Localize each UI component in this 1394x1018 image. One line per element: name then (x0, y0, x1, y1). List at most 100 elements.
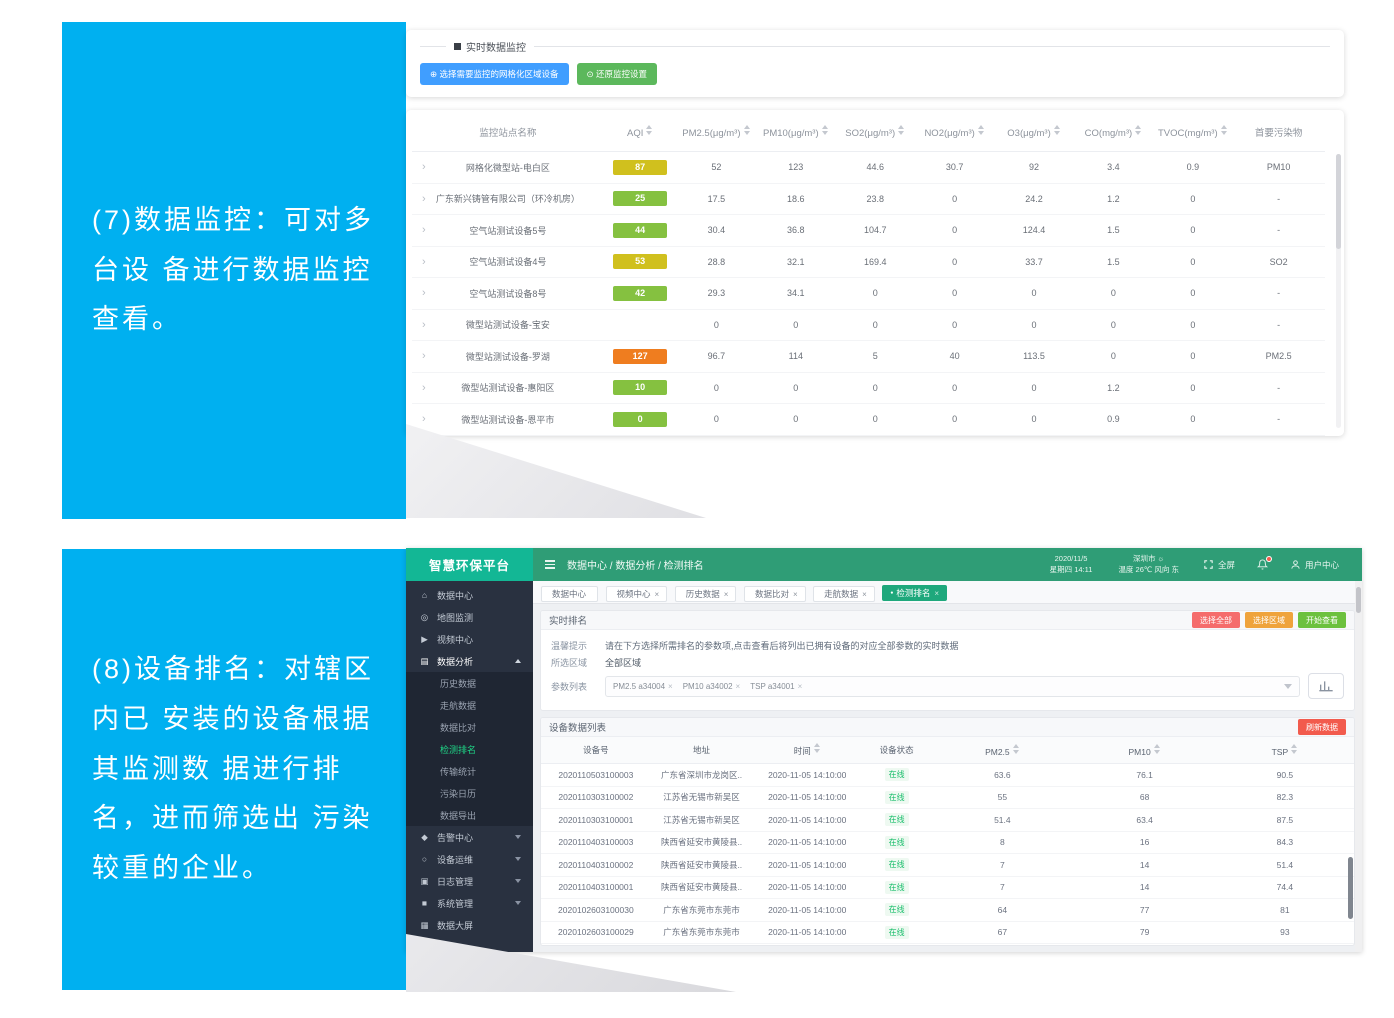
no2-value: 40 (914, 340, 995, 373)
note-8-text: (8)设备排名：对辖区内已 安装的设备根据其监测数 据进行排名，进而筛选出 污染… (92, 653, 374, 884)
pm10-value: 63.4 (1073, 808, 1216, 832)
sidebar-item[interactable]: ▣ 日志管理 (406, 870, 533, 892)
sidebar-item[interactable]: 数据导出 (406, 804, 533, 826)
sidebar-item[interactable]: ○ 设备运维 (406, 848, 533, 870)
sidebar-item[interactable]: ◆ 告警中心 (406, 826, 533, 848)
column-header-pm10[interactable]: PM10(μg/m³) (756, 112, 836, 152)
scrollbar[interactable] (1336, 154, 1341, 428)
device-time: 2020-11-05 14:10:00 (752, 808, 863, 832)
device-address: 广东省东莞市东莞市 (650, 898, 753, 922)
expand-chevron-icon[interactable]: › (422, 161, 426, 174)
sidebar-item[interactable]: ▦ 数据大屏 (406, 914, 533, 936)
tab[interactable]: 走航数据 × (813, 586, 875, 602)
close-icon[interactable]: × (862, 589, 867, 599)
no2-value: 0 (914, 214, 995, 247)
sidebar-item[interactable]: 走航数据 (406, 694, 533, 716)
column-header-no2[interactable]: NO2(μg/m³) (914, 112, 995, 152)
sort-icon (898, 125, 905, 135)
sidebar-item[interactable]: ■ 系统管理 (406, 892, 533, 914)
no2-value: 0 (914, 246, 995, 278)
sidebar-item[interactable]: ▶ 视频中心 (406, 628, 533, 650)
pm10-value: 76.1 (1073, 763, 1216, 787)
scrollbar-thumb[interactable] (1356, 587, 1361, 613)
column-header-time[interactable]: 时间 (752, 737, 863, 764)
chart-view-button[interactable] (1308, 673, 1344, 699)
fullscreen-button[interactable]: 全屏 (1203, 559, 1235, 571)
user-center-button[interactable]: 用户中心 (1290, 559, 1339, 571)
so2-value: 5 (835, 340, 915, 373)
no2-value: 0 (914, 309, 995, 341)
sidebar-item[interactable]: 污染日历 (406, 782, 533, 804)
menu-toggle-icon[interactable] (545, 560, 555, 569)
param-tag-label: PM10 a34002 (682, 681, 733, 691)
so2-value: 0 (835, 403, 915, 436)
sidebar-item-label: 日志管理 (437, 876, 474, 887)
sidebar-item[interactable]: ▤ 数据分析 (406, 650, 533, 672)
notification-bell-icon[interactable] (1256, 556, 1272, 570)
scrollbar[interactable] (1355, 581, 1362, 952)
tab-label: 视频中心 (616, 589, 651, 599)
sidebar-item[interactable]: 传输统计 (406, 760, 533, 782)
expand-chevron-icon[interactable]: › (422, 350, 426, 363)
column-header-pm25[interactable]: PM2.5(μg/m³) (676, 112, 757, 152)
pm10-value: 0 (756, 403, 836, 436)
refresh-data-button[interactable]: 刷新数据 (1298, 719, 1346, 735)
column-header-co[interactable]: CO(mg/m³) (1073, 112, 1154, 152)
sidebar-item[interactable]: ⌂ 数据中心 (406, 584, 533, 606)
sidebar-item-label: 数据中心 (437, 590, 474, 601)
select-region-button[interactable]: 选择区域 (1245, 612, 1293, 628)
sidebar-item[interactable]: 历史数据 (406, 672, 533, 694)
tab[interactable]: 视频中心 × (605, 586, 668, 602)
tab[interactable]: ● 检测排名 × (882, 585, 948, 601)
start-view-button[interactable]: 开始查看 (1298, 612, 1346, 628)
monitor-table-card: 监控站点名称 AQI PM2.5(μg/m³) PM10(μg/m³) SO2(… (406, 110, 1344, 436)
sidebar-item[interactable]: 数据比对 (406, 716, 533, 738)
column-header-status: 设备状态 (862, 737, 932, 764)
close-icon[interactable]: × (723, 589, 729, 599)
sidebar-item[interactable]: ◎ 地图监测 (406, 606, 533, 628)
remove-tag-icon[interactable]: × (668, 681, 673, 691)
param-select[interactable]: PM2.5 a34004 × PM10 a34002 × (605, 675, 1300, 697)
tab[interactable]: 数据比对 × (743, 586, 806, 602)
aqi-badge: 10 (613, 380, 668, 396)
scrollbar-thumb[interactable] (1336, 154, 1341, 249)
expand-chevron-icon[interactable]: › (422, 287, 426, 300)
date-text: 2020/11/5 (1054, 554, 1088, 564)
sidebar-item[interactable]: 检测排名 (406, 738, 533, 760)
expand-chevron-icon[interactable]: › (422, 381, 426, 394)
expand-chevron-icon[interactable]: › (422, 413, 426, 426)
close-icon[interactable]: × (792, 589, 798, 599)
column-header-aqi[interactable]: AQI (603, 112, 677, 152)
tab[interactable]: 数据中心 (541, 586, 599, 602)
tab-label: 历史数据 (685, 589, 720, 599)
column-header-pm10[interactable]: PM10 (1073, 737, 1216, 764)
tsp-value: 51.4 (1215, 853, 1354, 877)
column-header-so2[interactable]: SO2(μg/m³) (835, 112, 915, 152)
column-header-tvoc[interactable]: TVOC(mg/m³) (1153, 112, 1233, 152)
table-scrollbar-thumb[interactable] (1348, 857, 1353, 919)
expand-chevron-icon[interactable]: › (422, 224, 426, 237)
expand-chevron-icon[interactable]: › (422, 318, 426, 331)
remove-tag-icon[interactable]: × (735, 681, 741, 691)
remove-tag-icon[interactable]: × (797, 681, 803, 691)
column-header-pm25[interactable]: PM2.5 (931, 737, 1074, 764)
o3-value: 24.2 (994, 183, 1074, 215)
select-all-button[interactable]: 选择全部 (1192, 612, 1240, 628)
select-grid-devices-button[interactable]: ⊕ 选择需要监控的网格化区域设备 (420, 63, 569, 85)
close-icon[interactable]: × (654, 589, 660, 599)
column-header-o3[interactable]: O3(μg/m³) (994, 112, 1074, 152)
param-tag: PM10 a34002 × (683, 682, 741, 691)
menu-icon: ◆ (421, 831, 428, 842)
device-time: 2020-11-05 14:10:00 (752, 898, 863, 922)
column-header-tsp[interactable]: TSP (1215, 737, 1354, 764)
tvoc-value: 0 (1153, 183, 1233, 215)
close-icon[interactable]: × (934, 588, 940, 598)
expand-chevron-icon[interactable]: › (422, 255, 426, 268)
no2-value: 30.7 (914, 151, 995, 184)
pm25-value: 67 (931, 921, 1074, 944)
expand-chevron-icon[interactable]: › (422, 192, 426, 205)
param-tag-label: PM2.5 a34004 (613, 681, 666, 691)
restore-monitor-settings-button[interactable]: ⊙ 还原监控设置 (576, 63, 657, 85)
tab[interactable]: 历史数据 × (674, 586, 737, 602)
param-label: 参数列表 (551, 681, 588, 692)
